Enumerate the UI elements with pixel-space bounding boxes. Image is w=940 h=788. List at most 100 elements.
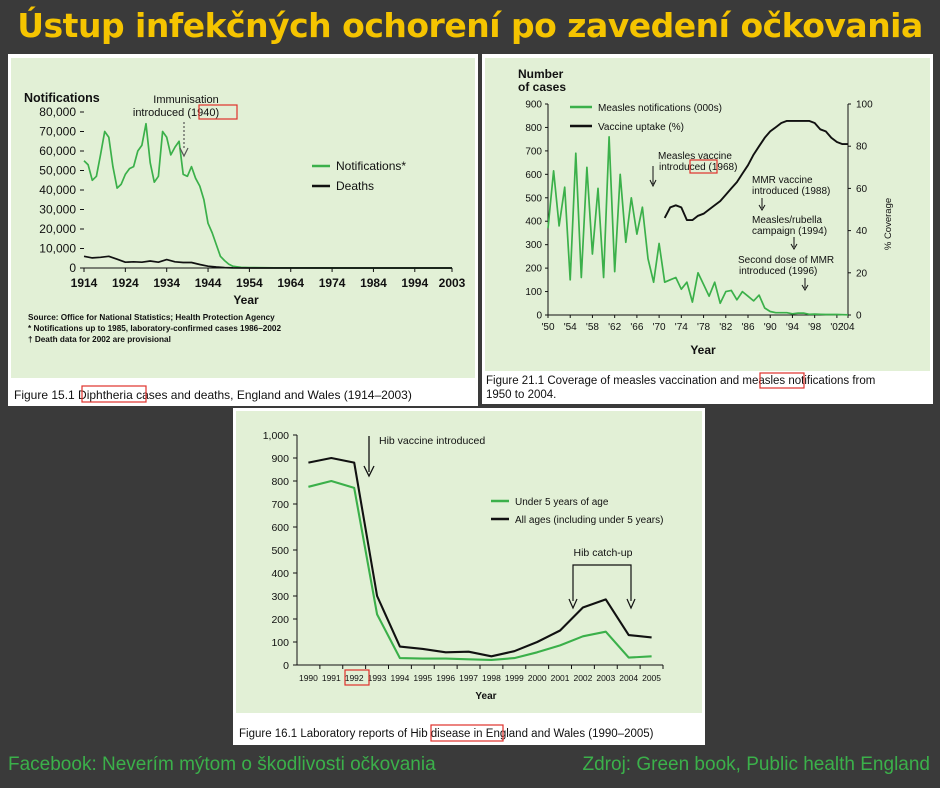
- c3-caption-rest: in England and Wales (1990–2005): [474, 728, 654, 740]
- c3-xtick-label: 1995: [413, 673, 432, 683]
- c2-xtick-label: '98: [808, 322, 821, 333]
- c2-ytick-label: 0: [536, 311, 542, 322]
- c1-caption-rest: cases and deaths, England and Wales (191…: [136, 388, 412, 402]
- c3-arrowhead-hib: [363, 465, 375, 478]
- c2-ytick-label: 600: [525, 170, 542, 181]
- c2-y2label: % Coverage: [883, 198, 894, 250]
- c3-all-ages-line: [308, 456, 652, 658]
- c1-xtick-label: 1974: [319, 276, 346, 290]
- c2-xtick-label: '54: [564, 322, 577, 333]
- c1-legend-notifications: Notifications*: [336, 159, 406, 173]
- c1-caption-highlight: Diphtheria: [78, 388, 133, 402]
- c2-xtick-label: '62: [608, 322, 621, 333]
- c1-ytick-label: 60,000: [39, 144, 76, 158]
- c2-annotation-mr-line1: Measles/rubella: [752, 215, 822, 226]
- c1-ytick-label: 10,000: [39, 242, 76, 256]
- c3-caption-highlight-box: [430, 724, 504, 742]
- measles-chart-panel: Number of cases % Coverage Year 0 100 200 3…: [482, 54, 933, 404]
- c2-xtick-label: '70: [653, 322, 666, 333]
- c3-legend-under5: Under 5 years of age: [515, 497, 609, 508]
- c3-xtick-label: 1990: [299, 673, 318, 683]
- c1-ytick-label: 50,000: [39, 164, 76, 178]
- c2-xlabel: Year: [690, 343, 716, 357]
- c3-catchup-arrowhead-right: [626, 598, 636, 610]
- c3-xtick-label: 2002: [573, 673, 592, 683]
- c3-catchup-bracket: [572, 564, 632, 601]
- c1-annotation-highlight-box: [198, 104, 238, 120]
- c3-xtick-label: 1994: [390, 673, 409, 683]
- c2-caption-line1: Figure 21.1 Coverage of measles vaccinat…: [486, 375, 875, 387]
- c3-annotation-catchup: Hib catch-up: [574, 547, 633, 559]
- c2-ytick-label: 400: [525, 217, 542, 228]
- c2-annotation-mmr-line2: introduced (1988): [752, 186, 830, 197]
- c1-deaths-line: [83, 255, 452, 269]
- c2-annotation-second-dose-line2: introduced (1996): [739, 266, 817, 277]
- c3-ytick-label: 200: [271, 614, 289, 626]
- c2-ytick-label: 700: [525, 146, 542, 157]
- c2-xtick-label: '78: [697, 322, 710, 333]
- c1-xtick-label: 1914: [71, 276, 98, 290]
- c2-annotation-vaccine-year: (1968): [708, 162, 737, 173]
- c1-ytick-label: 70,000: [39, 125, 76, 139]
- c1-xtick-label: 1964: [277, 276, 304, 290]
- c2-y2tick-label: 20: [856, 268, 868, 279]
- c2-ytick-label: 300: [525, 240, 542, 251]
- c3-xtick-label: 2000: [528, 673, 547, 683]
- c1-ytick-label: 30,000: [39, 203, 76, 217]
- diphtheria-chart: Notifications Year 0 10,000 20,000 30,000 40…: [11, 58, 475, 403]
- c2-xtick-label: '50: [541, 322, 554, 333]
- c1-annotation-year: (1940): [187, 107, 219, 119]
- c2-arrowhead-1988: [758, 204, 766, 211]
- c1-xtick-label: 1924: [112, 276, 139, 290]
- c3-xtick-label: 2003: [596, 673, 615, 683]
- c3-caption: Figure 16.1 Laboratory reports of Hib di…: [239, 728, 654, 740]
- c1-xtick-label: 1944: [195, 276, 222, 290]
- c2-caption-highlight: measles: [742, 375, 785, 387]
- c2-ylabel-line2: of cases: [518, 80, 566, 94]
- c3-xtick-label: 1991: [322, 673, 341, 683]
- c2-annotation-vaccine-text: introduced: [659, 162, 706, 173]
- c3-xtick-label: 2001: [551, 673, 570, 683]
- c2-arrowhead-1994: [790, 243, 798, 250]
- c2-ytick-label: 800: [525, 123, 542, 134]
- c1-xtick-label: 1954: [236, 276, 263, 290]
- c3-ytick-label: 0: [283, 660, 289, 672]
- measles-chart: Number of cases % Coverage Year 01002003…: [485, 58, 930, 401]
- c3-caption-highlight: Hib disease: [410, 728, 470, 740]
- c2-xtick-label: '04: [841, 322, 854, 333]
- c1-ylabel: Notifications: [24, 91, 100, 105]
- c2-caption-rest: notifications from: [788, 375, 875, 387]
- c3-annotation-hib: Hib vaccine introduced: [379, 435, 485, 447]
- c1-annotation-line2: introduced (1940): [133, 107, 219, 119]
- c3-xtick-label: 2005: [642, 673, 661, 683]
- c3-xtick-label: 1997: [459, 673, 478, 683]
- hib-chart-panel: Year 0 100 200 300 400 500 600 700 800 900 1,000 1…: [233, 408, 705, 745]
- c3-highlight-1992-box: [344, 669, 370, 686]
- c2-y2tick-label: 40: [856, 226, 868, 237]
- c1-xtick-label: 1984: [360, 276, 387, 290]
- c2-annotation-vaccine-line1: Measles vaccine: [658, 151, 732, 162]
- c3-ytick-label: 400: [271, 568, 289, 580]
- c2-ylabel-line1: Number: [518, 67, 564, 81]
- c2-xtick-label: '82: [719, 322, 732, 333]
- diphtheria-chart-panel: Notifications Year 0 10,000 20,000 30,000 40…: [8, 54, 478, 406]
- c1-xlabel: Year: [233, 293, 259, 307]
- c2-measles-line: [547, 135, 849, 316]
- c2-xtick-label: '86: [741, 322, 754, 333]
- c3-ytick-label: 1,000: [263, 430, 289, 442]
- c2-annotation-vaccine-highlight: 1968: [712, 162, 735, 173]
- c2-annotation-second-dose-line1: Second dose of MMR: [738, 255, 834, 266]
- c3-xtick-label: 1996: [436, 673, 455, 683]
- c1-notifications-line: [83, 122, 452, 269]
- c2-ytick-label: 900: [525, 100, 542, 111]
- c2-xtick-label: '74: [675, 322, 688, 333]
- c2-caption-highlight-box: [759, 372, 805, 389]
- c1-caption-prefix: Figure 15.1: [14, 388, 75, 402]
- c2-xtick-label: '90: [764, 322, 777, 333]
- c2-caption-prefix: Figure 21.1 Coverage of measles vaccinat…: [486, 375, 739, 387]
- c1-xtick-label: 2003: [439, 276, 466, 290]
- c2-ytick-label: 500: [525, 193, 542, 204]
- c1-ytick-label: 0: [69, 261, 76, 275]
- hib-chart: Year 0 100 200 300 400 500 600 700 800 900 1,000 1…: [236, 411, 702, 742]
- c3-xtick-label: 1999: [505, 673, 524, 683]
